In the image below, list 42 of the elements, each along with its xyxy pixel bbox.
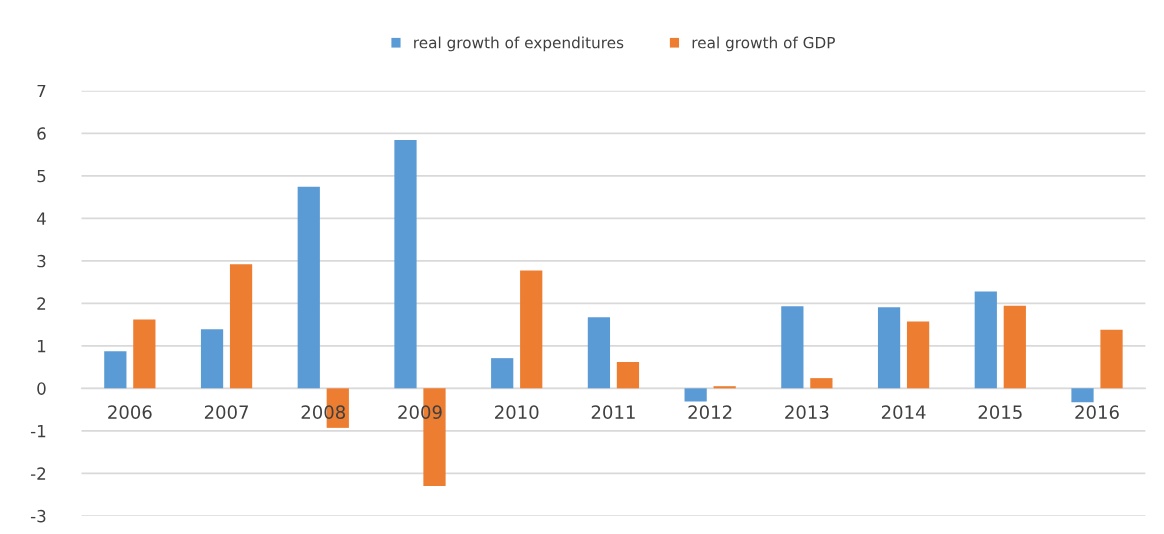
bar (684, 388, 707, 402)
x-tick-label: 2012 (688, 405, 732, 419)
x-tick-label: 2015 (978, 405, 1022, 419)
bar (491, 358, 514, 389)
bar (200, 329, 224, 389)
legend-label: real growth of expenditures (414, 36, 624, 52)
bar (906, 321, 930, 389)
y-tick-label: 2 (37, 297, 46, 310)
bar (229, 264, 253, 389)
y-tick-label: 6 (37, 127, 46, 140)
bar (877, 307, 901, 389)
bar (713, 386, 736, 389)
y-tick-label: -2 (30, 467, 46, 480)
x-tick-label: 2006 (108, 405, 152, 419)
y-tick-label: 1 (37, 340, 46, 353)
bar (297, 186, 320, 389)
y-tick-label: -1 (30, 425, 46, 438)
y-tick-label: 4 (36, 212, 46, 225)
bar (781, 306, 804, 389)
x-tick-label: 2010 (495, 405, 539, 419)
bar (1071, 388, 1094, 403)
bar (104, 351, 127, 389)
bar (974, 291, 997, 389)
bar (394, 140, 417, 389)
y-tick-label: 5 (37, 169, 46, 183)
x-tick-label: 2016 (1075, 405, 1119, 419)
x-tick-label: 2014 (881, 405, 926, 419)
bar (587, 317, 611, 389)
bar (1100, 329, 1123, 389)
y-tick-label: -3 (30, 509, 46, 523)
bar (133, 319, 156, 389)
y-tick-label: 0 (37, 382, 46, 395)
bar (810, 378, 833, 389)
x-tick-label: 2011 (591, 405, 635, 419)
y-tick-label: 3 (37, 254, 46, 268)
bar (1003, 305, 1026, 389)
x-tick-label: 2013 (785, 405, 829, 419)
y-tick-label: 7 (37, 84, 46, 98)
x-tick-label: 2007 (204, 405, 248, 419)
bar (520, 270, 543, 389)
bar (616, 361, 640, 389)
legend-label: real growth of GDP (692, 36, 835, 52)
